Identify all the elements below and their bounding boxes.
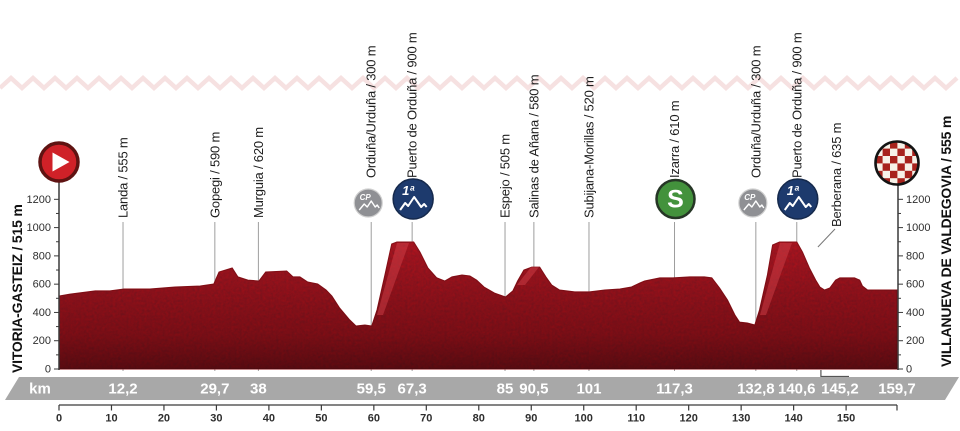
cp-mountain-glyph [743, 200, 765, 211]
elevation-tick-label-right: 400 [906, 307, 924, 319]
ruler-tick-label: 150 [837, 413, 855, 425]
elevation-tick-label-right: 200 [906, 335, 924, 347]
climb-face-highlight [517, 267, 539, 285]
waypoint-label: Gopegi / 590 m [207, 132, 222, 218]
elevation-tick-label-right: 1000 [906, 222, 930, 234]
ruler-tick-label: 140 [784, 413, 802, 425]
cp-mountain-glyph [358, 200, 380, 211]
start-town-label: VITORIA-GASTEIZ / 515 m [9, 204, 25, 373]
ruler-tick-label: 90 [525, 413, 537, 425]
waypoint-label: Izarra / 610 m [667, 101, 682, 178]
finish-icon [874, 140, 920, 186]
km-bar-value: 67,3 [398, 381, 427, 398]
km-bar-value: 59,5 [357, 381, 386, 398]
elevation-tick-label-left: 1200 [27, 194, 51, 206]
elevation-tick-label-left: 400 [33, 307, 51, 319]
cp-icon-label: CP [744, 193, 756, 202]
category-1-climb-icon: 1ª [777, 178, 819, 220]
category-1-climb-icon: 1ª [392, 178, 434, 220]
cat1-mountain-glyph [399, 196, 428, 211]
km-bar-value: 101 [576, 381, 601, 398]
elevation-tick-label-right: 1200 [906, 194, 930, 206]
km-bar-value: 117,3 [656, 381, 693, 398]
km-bar-value: 145,2 [821, 381, 859, 398]
waypoint-label: Espejo / 505 m [498, 134, 513, 218]
ruler-tick-label: 120 [679, 413, 697, 425]
waypoint-label: Landa / 555 m [116, 137, 131, 218]
km-bar-value: 159,7 [878, 381, 916, 398]
cp-icon-label: CP [360, 193, 372, 202]
ruler-tick-label: 100 [575, 413, 593, 425]
ruler-tick-label: 110 [627, 413, 645, 425]
sprint-icon: S [655, 178, 696, 220]
waypoint-label: Orduña/Urduña / 300 m [364, 46, 379, 178]
elevation-tick-label-right: 0 [906, 364, 912, 376]
watermark-zigzag [0, 74, 959, 92]
sprint-icon-label: S [667, 186, 684, 214]
ruler-tick-label: 50 [315, 413, 327, 425]
elevation-tick-label-left: 1000 [27, 222, 51, 234]
finish-town-label: VILLANUEVA DE VALDEGOVIA / 555 m [938, 116, 954, 367]
km-bar-value: 140,6 [778, 381, 816, 398]
sprint-circle [655, 178, 696, 220]
start-icon [38, 141, 80, 183]
ruler-tick-label: 10 [105, 413, 117, 425]
ruler-tick-label: 60 [368, 413, 380, 425]
watermark-zigzag-line [0, 74, 959, 92]
cp-circle [738, 188, 768, 218]
cp-climb-icon: CP [738, 188, 768, 218]
waypoint-label: Murguia / 620 m [251, 127, 266, 218]
cat1-icon-label: 1ª [402, 183, 415, 198]
waypoint-label: Puerto de Orduña / 900 m [405, 32, 420, 178]
cat1-mountain-glyph [783, 196, 813, 211]
cp-circle [353, 188, 383, 218]
km-bar [5, 377, 959, 400]
climb-face-highlight [377, 243, 409, 315]
km-bar-unit-label: km [29, 381, 51, 398]
profile-texture-group [59, 242, 897, 369]
cp-climb-icon: CP [353, 188, 383, 218]
km-bar-value: 85 [497, 381, 514, 398]
ruler-tick-label: 70 [420, 413, 432, 425]
climb-face-highlight [760, 243, 792, 315]
ruler-tick-label: 80 [473, 413, 485, 425]
waypoint-label: Salinas de Añana / 580 m [526, 75, 541, 218]
km-bar-value: 12,2 [108, 381, 137, 398]
ruler-tick-label: 20 [158, 413, 170, 425]
berberana-leader-bracket [820, 370, 849, 378]
elevation-tick-label-right: 800 [906, 250, 924, 262]
km-bar-value: 38 [250, 381, 267, 398]
ruler-tick-label: 0 [56, 413, 62, 425]
ruler-tick-label: 30 [210, 413, 222, 425]
elevation-tick-label-left: 600 [33, 279, 51, 291]
elevation-tick-label-left: 0 [45, 364, 51, 376]
km-bar-value: 29,7 [200, 381, 229, 398]
ruler-tick-label: 130 [732, 413, 750, 425]
waypoint-label: Berberana / 635 m [829, 123, 844, 227]
waypoint-label: Orduña/Urduña / 300 m [748, 46, 763, 178]
km-bar-value: 132,8 [737, 381, 775, 398]
elevation-tick-label-left: 800 [33, 250, 51, 262]
waypoint-label: Subijana-Morillas / 520 m [581, 76, 596, 218]
cat1-icon-label: 1ª [787, 183, 800, 198]
waypoint-label: Puerto de Orduña / 900 m [789, 32, 804, 178]
elevation-tick-label-right: 600 [906, 279, 924, 291]
elevation-tick-label-left: 200 [33, 335, 51, 347]
start-play-triangle [52, 152, 70, 172]
finish-checkered-circle [874, 140, 920, 186]
km-bar-value: 90,5 [519, 381, 548, 398]
ruler-tick-label: 40 [263, 413, 275, 425]
berberana-leader-diagonal [817, 228, 836, 248]
